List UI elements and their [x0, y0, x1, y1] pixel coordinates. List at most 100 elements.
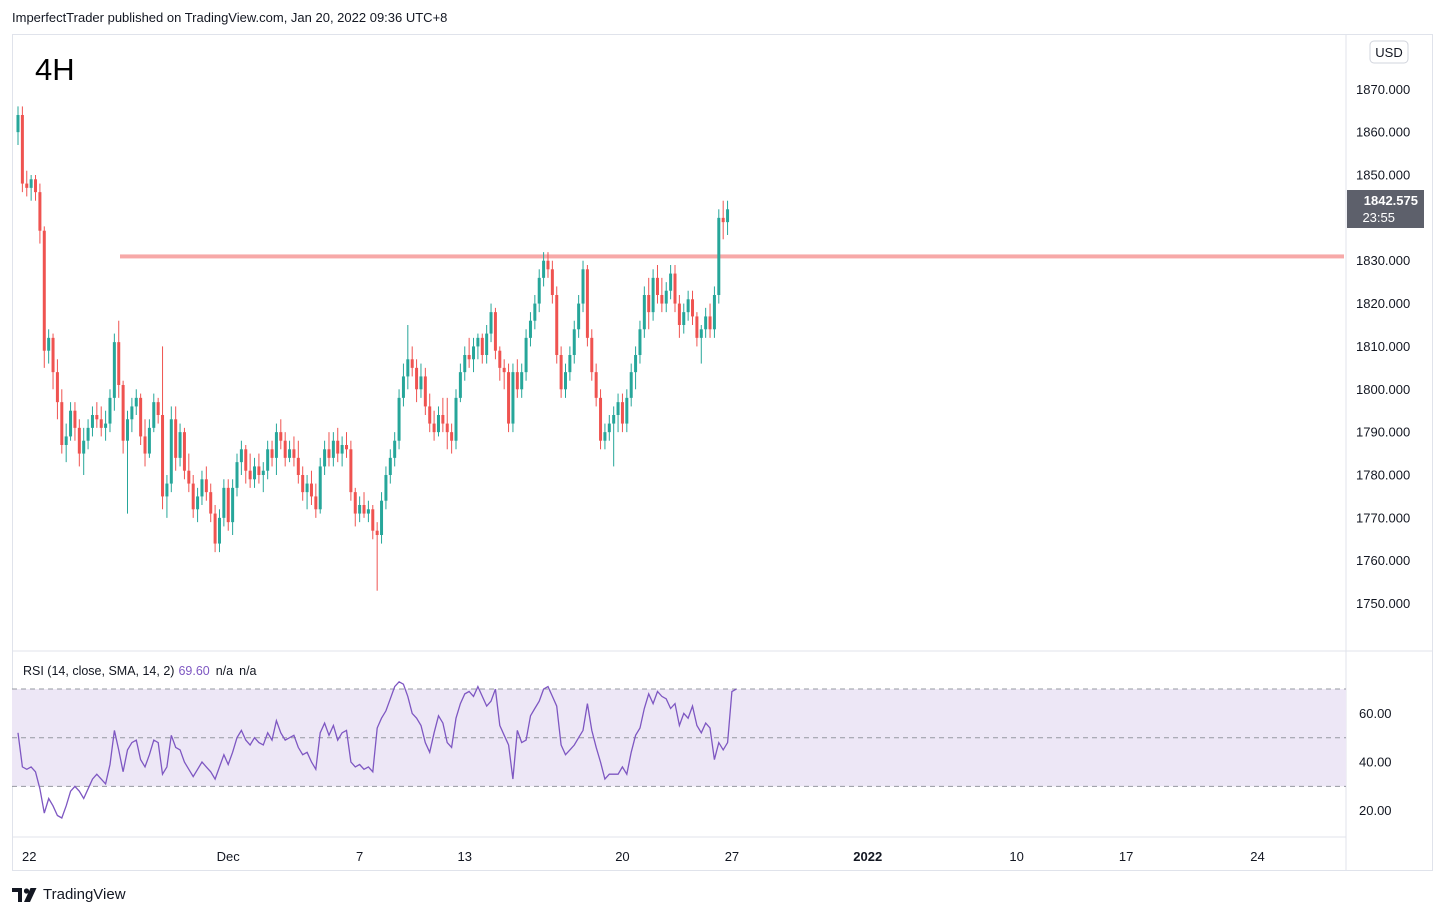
- time-tick-label: 22: [22, 849, 36, 864]
- rsi-legend[interactable]: RSI (14, close, SMA, 14, 2) 69.60 n/a n/a: [23, 664, 257, 678]
- candle: [296, 440, 300, 484]
- price-tick-label: 1800.000: [1356, 382, 1410, 397]
- candle-body: [585, 269, 589, 338]
- candle: [204, 466, 208, 501]
- candle: [95, 402, 99, 428]
- candle: [213, 505, 217, 553]
- candle: [42, 226, 46, 368]
- candle-body: [454, 397, 458, 441]
- candle: [682, 303, 686, 334]
- candle-body: [239, 449, 243, 463]
- candle: [309, 470, 313, 505]
- candle: [64, 423, 68, 463]
- candle: [20, 106, 24, 193]
- currency-label[interactable]: USD: [1369, 40, 1409, 64]
- candle-body: [546, 260, 550, 270]
- candle-body: [130, 406, 134, 420]
- candle: [235, 453, 239, 497]
- candle: [616, 393, 620, 433]
- candle-body: [301, 475, 305, 493]
- candle: [292, 436, 296, 467]
- candle-body: [419, 376, 423, 390]
- candle-body: [253, 466, 257, 480]
- candle-body: [458, 372, 462, 398]
- candle: [257, 453, 261, 484]
- time-tick-label: 13: [458, 849, 472, 864]
- candle: [480, 333, 484, 364]
- candle-body: [577, 303, 581, 330]
- candle: [112, 333, 116, 411]
- candle: [721, 200, 725, 240]
- candle: [358, 496, 362, 523]
- candle-body: [441, 415, 445, 424]
- time-axis[interactable]: 22 Dec 7 13 20 27 2022 10 17 24: [22, 849, 1265, 864]
- rsi-axis[interactable]: 60.00 40.00 20.00: [1359, 706, 1392, 818]
- candle-body: [480, 337, 484, 355]
- candle: [143, 419, 147, 467]
- candle: [117, 320, 121, 398]
- candle-body: [485, 333, 489, 355]
- candle-body: [568, 355, 572, 373]
- candle-body: [165, 483, 169, 497]
- footer-brand[interactable]: TradingView: [12, 886, 126, 903]
- price-tick-label: 1770.000: [1356, 510, 1410, 525]
- candle-body: [134, 397, 138, 407]
- price-axis[interactable]: 1870.0001860.0001850.0001840.0001830.000…: [1356, 82, 1410, 611]
- candle: [380, 492, 384, 544]
- candle: [200, 470, 204, 505]
- candle: [261, 462, 265, 493]
- candle: [651, 269, 655, 321]
- candle: [397, 389, 401, 450]
- candle: [568, 346, 572, 381]
- candle-body: [349, 449, 353, 493]
- candle-body: [51, 337, 55, 373]
- candle-body: [222, 487, 226, 518]
- candle: [498, 346, 502, 381]
- candle-body: [380, 500, 384, 535]
- candle: [537, 269, 541, 313]
- candle-body: [174, 419, 178, 458]
- candle-body: [712, 295, 716, 330]
- rsi-line: [17, 680, 737, 819]
- candle-body: [384, 475, 388, 501]
- candle-body: [309, 483, 313, 497]
- candle-body: [25, 183, 29, 188]
- rsi-tick-label: 20.00: [1359, 803, 1392, 818]
- time-tick-label: 10: [1009, 849, 1023, 864]
- resistance-line-bar[interactable]: [120, 254, 1344, 259]
- currency-box[interactable]: [1369, 40, 1409, 64]
- candle: [717, 209, 721, 304]
- interval-label: 4H: [35, 52, 75, 87]
- rsi-legend-value: 69.60: [178, 664, 210, 678]
- candle: [323, 440, 327, 475]
- candle-body: [511, 372, 515, 424]
- candle: [401, 363, 405, 407]
- time-tick-label: 24: [1250, 849, 1264, 864]
- resistance-line[interactable]: [120, 254, 1344, 259]
- candle: [349, 440, 353, 501]
- candle: [712, 286, 716, 338]
- candle: [406, 325, 410, 390]
- candle: [161, 346, 165, 510]
- candle: [594, 363, 598, 407]
- candle: [266, 440, 270, 480]
- candle-body: [476, 337, 480, 347]
- candle: [603, 423, 607, 450]
- candle: [47, 329, 51, 364]
- candle-body: [467, 355, 471, 360]
- price-tick-label: 1820.000: [1356, 296, 1410, 311]
- candle: [73, 402, 77, 441]
- candle-body: [161, 415, 165, 497]
- candle: [108, 389, 112, 433]
- candle-body: [581, 269, 585, 304]
- candle: [691, 290, 695, 325]
- candle-body: [292, 449, 296, 458]
- candle-body: [244, 449, 248, 471]
- candle: [564, 363, 567, 398]
- candle-body: [721, 217, 725, 223]
- candle-body: [231, 487, 235, 523]
- candle: [77, 419, 81, 467]
- candle: [226, 479, 230, 531]
- candle-body: [677, 303, 681, 325]
